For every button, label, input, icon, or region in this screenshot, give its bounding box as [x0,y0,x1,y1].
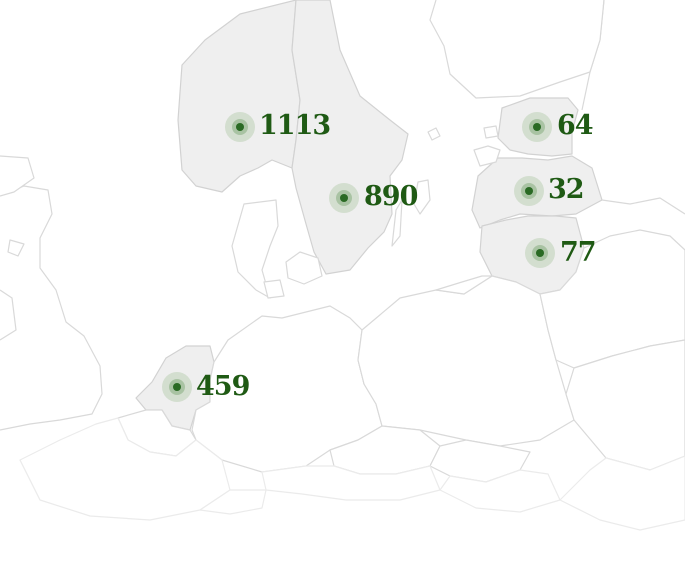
marker-value-label: 32 [548,174,584,205]
russia-north-shape [581,0,605,111]
kaliningrad-shape [435,275,493,295]
marker-latvia[interactable]: 32 [514,174,585,206]
marker-value-label: 77 [560,237,596,268]
great-britain-shape [0,185,103,431]
oland [391,199,403,247]
marker-value-label: 459 [196,371,250,402]
marker-dot [173,383,181,391]
marker-estonia[interactable]: 64 [522,110,594,142]
marker-value-label: 1113 [259,110,330,141]
danish-islands [263,251,323,299]
gotland [413,179,431,215]
norway-shape[interactable] [177,0,301,193]
saaremaa [473,145,501,167]
hiiumaa [483,125,499,139]
russia-west-shape [601,197,685,215]
sweden-shape[interactable] [291,0,409,275]
marker-value-label: 64 [557,110,593,141]
marker-sweden[interactable]: 890 [329,181,419,213]
ireland-shape [0,289,17,341]
austria-shape [261,465,441,501]
aland [427,127,441,141]
marker-norway[interactable]: 1113 [225,110,331,142]
shetland [7,239,25,257]
romania-shape [559,455,685,531]
marker-value-label: 890 [364,181,418,212]
finland-shape [429,0,605,99]
marker-lithuania[interactable]: 77 [525,237,597,268]
switzerland-shape [199,489,267,515]
france-shape [19,417,231,521]
marker-dot [236,123,244,131]
marker-dot [533,123,541,131]
marker-dot [340,194,348,202]
marker-dot [525,187,533,195]
scotland-north-shape [0,155,35,197]
marker-netherlands[interactable]: 459 [162,371,251,402]
marker-dot [536,249,544,257]
